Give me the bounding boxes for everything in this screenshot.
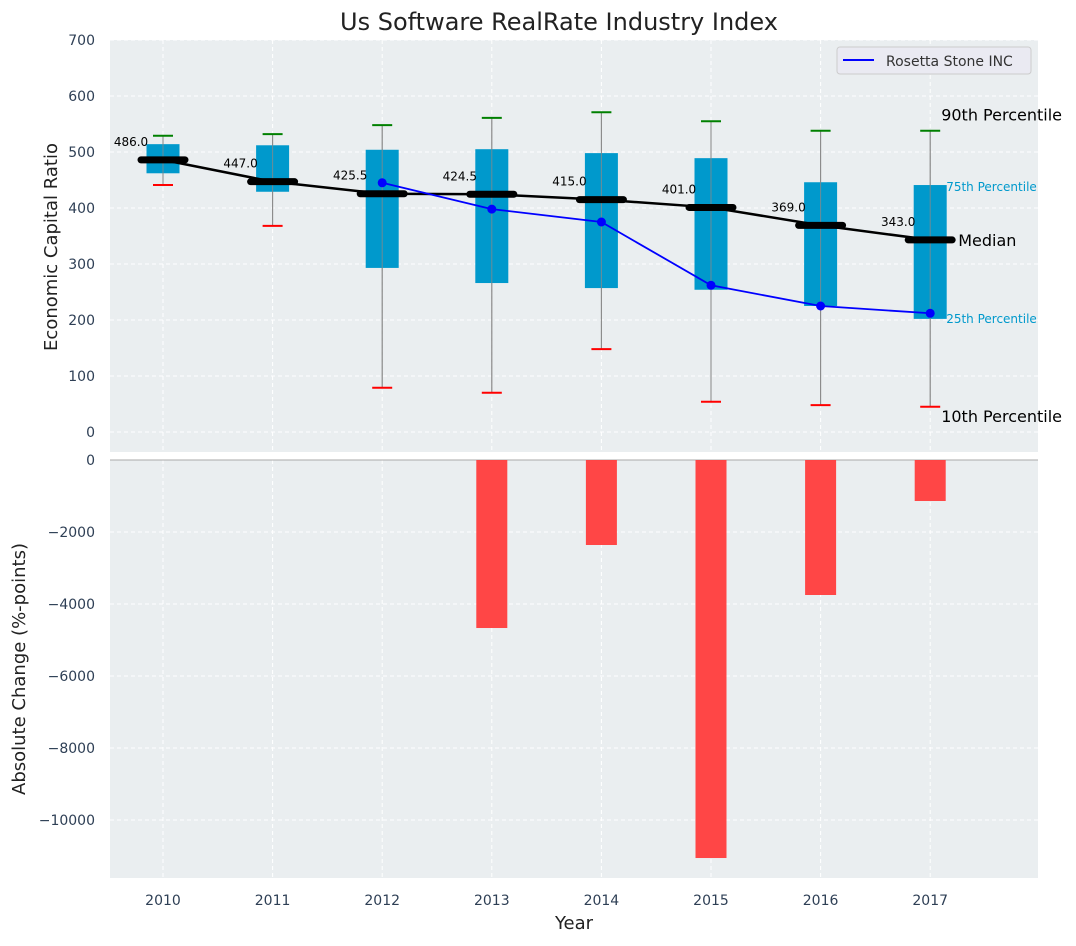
series-point bbox=[487, 204, 497, 214]
top-y-tick-label: 600 bbox=[68, 89, 95, 105]
legend-box bbox=[836, 46, 1032, 75]
bottom-y-tick-label: −10000 bbox=[39, 813, 95, 829]
median-value-label: 486.0 bbox=[114, 135, 148, 149]
series-point bbox=[816, 301, 826, 311]
annotation-75th: 75th Percentile bbox=[946, 180, 1037, 194]
top-y-tick-label: 400 bbox=[68, 201, 95, 217]
chart-title: Us Software RealRate Industry Index bbox=[340, 8, 778, 36]
change-bar bbox=[585, 460, 617, 545]
annotation-10th: 10th Percentile bbox=[941, 407, 1062, 426]
series-point bbox=[706, 280, 716, 290]
top-y-tick-label: 0 bbox=[86, 425, 95, 441]
x-axis-label: Year bbox=[554, 913, 594, 934]
bottom-y-tick-label: −4000 bbox=[48, 597, 95, 613]
change-bar bbox=[476, 460, 508, 629]
bottom-y-axis-label: Absolute Change (%-points) bbox=[9, 543, 30, 795]
median-value-label: 369.0 bbox=[771, 200, 805, 214]
median-value-label: 401.0 bbox=[662, 182, 696, 196]
median-value-label: 447.0 bbox=[223, 157, 257, 171]
bottom-y-tick-label: 0 bbox=[86, 453, 95, 469]
annotation-median: Median bbox=[958, 231, 1016, 250]
bottom-y-tick-label: −8000 bbox=[48, 741, 95, 757]
x-tick-label: 2015 bbox=[693, 893, 729, 909]
top-y-tick-label: 700 bbox=[68, 33, 95, 49]
bottom-plot-background bbox=[110, 460, 1038, 878]
annotation-25th: 25th Percentile bbox=[946, 312, 1037, 326]
x-tick-label: 2010 bbox=[145, 893, 181, 909]
x-tick-label: 2014 bbox=[584, 893, 620, 909]
legend-label: Rosetta Stone INC bbox=[886, 54, 1013, 70]
median-value-label: 415.0 bbox=[552, 175, 586, 189]
bottom-y-tick-label: −2000 bbox=[48, 525, 95, 541]
top-y-tick-label: 100 bbox=[68, 369, 95, 385]
plot-area: 0 100 200 300 400 500 600 700 0 −2000 −4000 −6000 −8… bbox=[39, 33, 1062, 909]
median-value-label: 343.0 bbox=[881, 215, 915, 229]
top-y-tick-label: 200 bbox=[68, 313, 95, 329]
series-point bbox=[925, 308, 935, 318]
top-y-axis-label: Economic Capital Ratio bbox=[41, 143, 62, 351]
x-tick-label: 2012 bbox=[364, 893, 400, 909]
series-point bbox=[377, 178, 387, 188]
bottom-y-tick-label: −6000 bbox=[48, 669, 95, 685]
series-line bbox=[381, 181, 931, 315]
median-value-label: 424.5 bbox=[443, 169, 477, 183]
median-value-label: 425.5 bbox=[333, 169, 367, 183]
change-bar bbox=[914, 460, 946, 502]
top-y-tick-label: 300 bbox=[68, 257, 95, 273]
x-tick-label: 2017 bbox=[912, 893, 948, 909]
x-tick-label: 2011 bbox=[255, 893, 291, 909]
top-y-tick-label: 500 bbox=[68, 145, 95, 161]
top-plot-background bbox=[110, 40, 1038, 452]
x-tick-label: 2016 bbox=[803, 893, 839, 909]
x-tick-label: 2013 bbox=[474, 893, 510, 909]
change-bar bbox=[805, 460, 837, 595]
change-bar bbox=[695, 460, 727, 859]
annotation-90th: 90th Percentile bbox=[941, 106, 1062, 125]
series-point bbox=[596, 217, 606, 227]
